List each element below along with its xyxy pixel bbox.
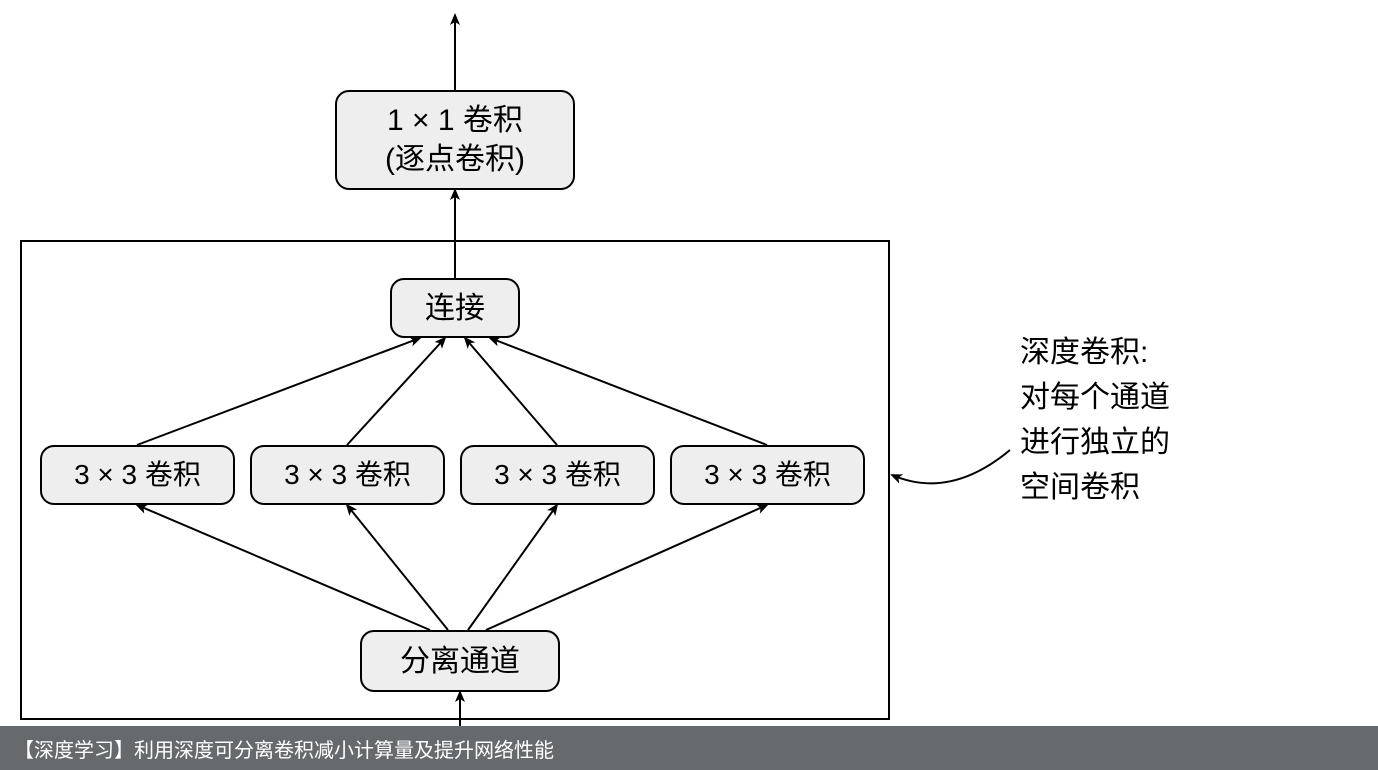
caption-text: 【深度学习】利用深度可分离卷积减小计算量及提升网络性能 [14,734,554,763]
depthwise-conv-node-4: 3 × 3 卷积 [670,445,865,505]
depthwise-conv-node-2: 3 × 3 卷积 [250,445,445,505]
pointwise-conv-node: 1 × 1 卷积 (逐点卷积) [335,90,575,190]
caption-bar: 【深度学习】利用深度可分离卷积减小计算量及提升网络性能 [0,726,1378,770]
depthwise-conv-node-3: 3 × 3 卷积 [460,445,655,505]
concat-node: 连接 [390,278,520,338]
split-channels-node: 分离通道 [360,630,560,692]
depthwise-conv-node-1: 3 × 3 卷积 [40,445,235,505]
diagram-stage: 1 × 1 卷积 (逐点卷积) 连接 3 × 3 卷积 3 × 3 卷积 3 ×… [0,0,1378,770]
depthwise-annotation: 深度卷积: 对每个通道 进行独立的 空间卷积 [1020,330,1170,510]
